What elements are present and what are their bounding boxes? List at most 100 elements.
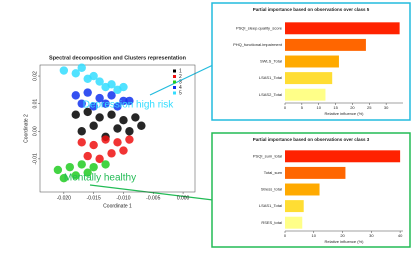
arrow: [89, 184, 214, 201]
legend-swatch: [173, 75, 176, 78]
category-label: RSES_total: [261, 220, 282, 225]
point: [137, 121, 146, 130]
chart-title: Partial importance based on observations…: [253, 137, 370, 142]
category-label: Total_sum: [264, 170, 283, 175]
point: [59, 173, 69, 183]
point: [131, 113, 140, 122]
point: [125, 96, 134, 106]
point: [113, 138, 122, 147]
point: [89, 71, 98, 81]
point: [53, 165, 63, 175]
point: [77, 160, 86, 169]
bar: [285, 166, 346, 179]
point: [113, 85, 122, 95]
point: [83, 168, 92, 177]
category-label: SWLS_Total: [260, 59, 282, 64]
annotation: Depression high risk: [83, 100, 175, 111]
bar: [285, 200, 304, 213]
point: [59, 66, 69, 75]
x-tick-label: 0: [284, 233, 287, 238]
point: [125, 127, 134, 136]
x-tick-label: 15: [333, 105, 338, 110]
bar: [285, 38, 366, 51]
bar: [285, 88, 326, 101]
category-label: LSAS1_Total: [259, 203, 282, 208]
point: [119, 116, 128, 125]
x-tick-label: -0.005: [146, 195, 160, 201]
point: [101, 160, 110, 169]
bar: [285, 150, 401, 163]
x-tick-label: 0.000: [177, 195, 190, 201]
point: [89, 140, 98, 150]
legend-label: 3: [179, 79, 182, 85]
y-tick-label: 0.01: [32, 99, 38, 109]
legend-label: 4: [179, 85, 182, 91]
x-tick-label: 0: [284, 105, 287, 110]
legend-swatch: [173, 86, 176, 89]
plot-frame: [39, 64, 196, 193]
x-tick-label: 20: [350, 105, 355, 110]
point: [113, 124, 122, 133]
x-tick-label: -0.020: [57, 195, 71, 201]
point: [71, 69, 80, 78]
x-tick-label: 30: [369, 233, 374, 238]
x-tick-label: 5: [301, 105, 304, 110]
bar: [285, 22, 400, 35]
point: [83, 107, 92, 117]
chart-title: Spectral decomposition and Clusters repr…: [49, 55, 187, 61]
point: [107, 110, 116, 119]
x-axis-label: Relative influence (%): [325, 239, 365, 244]
x-tick-label: 30: [384, 105, 389, 110]
legend-swatch: [173, 69, 176, 73]
y-axis-label: Coordinate 2: [23, 114, 29, 143]
point: [77, 99, 86, 108]
chart-title: Partial importance based on observations…: [253, 7, 370, 12]
point: [125, 135, 134, 144]
category-label: LSAS1_Total: [259, 75, 282, 80]
annotation: Mentally healthy: [64, 173, 136, 184]
category-label: PSQI_sum_total: [253, 153, 282, 158]
point: [77, 127, 86, 136]
y-tick-label: 0.00: [32, 126, 38, 136]
point: [71, 171, 80, 180]
x-tick-label: -0.010: [116, 195, 130, 201]
x-tick-label: 10: [316, 105, 321, 110]
point: [71, 91, 80, 100]
x-tick-label: 20: [340, 233, 345, 238]
x-axis-label: Coordinate 1: [103, 203, 132, 209]
x-axis-label: Relative influence (%): [325, 111, 365, 116]
x-tick-label: -0.015: [87, 195, 101, 201]
category-label: LSAS2_Total: [259, 92, 282, 97]
point: [89, 121, 98, 130]
point: [71, 110, 80, 119]
bar: [285, 72, 333, 85]
point: [101, 99, 110, 108]
point: [89, 102, 98, 111]
x-tick-label: 25: [367, 105, 372, 110]
point: [83, 88, 92, 97]
point: [107, 91, 116, 100]
point: [95, 113, 104, 122]
point: [119, 96, 128, 106]
point: [77, 138, 86, 147]
point: [107, 149, 116, 158]
bar: [285, 216, 303, 229]
legend-label: 5: [179, 90, 182, 96]
point: [77, 63, 86, 72]
point: [95, 154, 104, 164]
point: [101, 82, 110, 92]
x-tick-label: 40: [398, 233, 403, 238]
bar: [285, 55, 339, 68]
point: [65, 162, 75, 172]
y-tick-label: 0.02: [32, 71, 38, 81]
point: [95, 77, 104, 86]
category-label: PSQI_sleep.quality_score: [236, 25, 283, 30]
y-tick-label: -0.01: [32, 153, 38, 165]
point: [119, 146, 128, 155]
arrow: [149, 64, 214, 96]
legend-swatch: [173, 91, 176, 95]
bar: [285, 183, 320, 196]
point: [89, 162, 98, 172]
point: [83, 151, 92, 161]
